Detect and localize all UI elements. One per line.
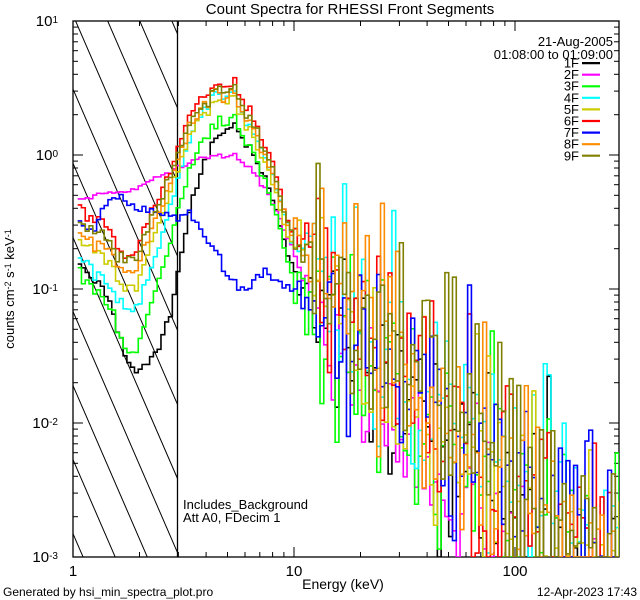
svg-text:Att A0, FDecim 1: Att A0, FDecim 1 bbox=[183, 510, 281, 525]
svg-text:01:08:00 to 01:09:00: 01:08:00 to 01:09:00 bbox=[494, 47, 613, 62]
svg-text:9F: 9F bbox=[564, 148, 579, 163]
svg-text:12-Apr-2023 17:43: 12-Apr-2023 17:43 bbox=[537, 585, 637, 599]
svg-text:100: 100 bbox=[502, 563, 527, 580]
svg-text:Energy (keV): Energy (keV) bbox=[302, 576, 384, 592]
svg-text:Generated by hsi_min_spectra_p: Generated by hsi_min_spectra_plot.pro bbox=[3, 585, 213, 599]
svg-text:10: 10 bbox=[286, 563, 303, 580]
svg-text:1: 1 bbox=[69, 563, 77, 580]
svg-text:Count Spectra for RHESSI Front: Count Spectra for RHESSI Front Segments bbox=[206, 1, 494, 18]
